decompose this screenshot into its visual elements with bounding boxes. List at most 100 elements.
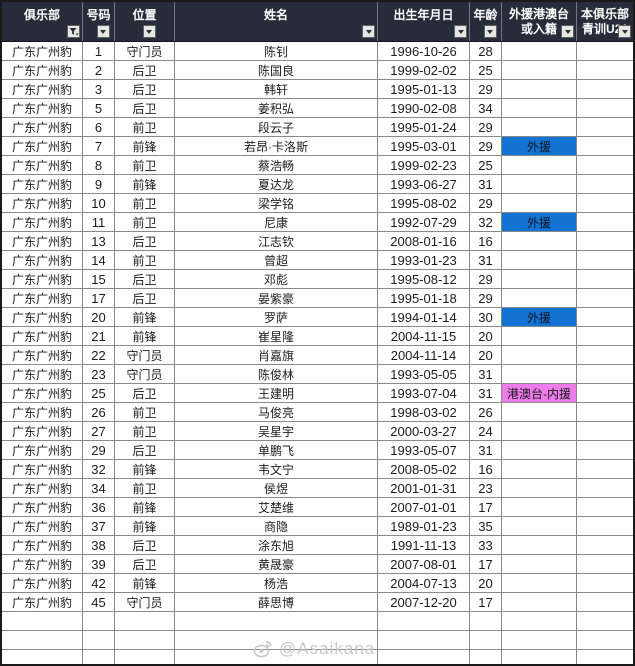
cell-foreign[interactable] bbox=[502, 80, 577, 99]
cell-name[interactable]: 王建明 bbox=[175, 384, 378, 403]
cell-name[interactable]: 尼康 bbox=[175, 213, 378, 232]
cell-name[interactable]: 薛思博 bbox=[175, 593, 378, 612]
cell-youth[interactable] bbox=[577, 384, 633, 403]
cell-position[interactable]: 前锋 bbox=[115, 175, 175, 194]
cell-name[interactable] bbox=[175, 631, 378, 650]
cell-club[interactable]: 广东广州豹 bbox=[2, 308, 83, 327]
cell-birthdate[interactable]: 2004-07-13 bbox=[378, 574, 470, 593]
cell-youth[interactable] bbox=[577, 327, 633, 346]
cell-club[interactable] bbox=[2, 650, 83, 664]
cell-age[interactable]: 29 bbox=[470, 194, 502, 213]
cell-name[interactable]: 若昂·卡洛斯 bbox=[175, 137, 378, 156]
cell-position[interactable]: 前卫 bbox=[115, 251, 175, 270]
cell-name[interactable]: 蔡浩畅 bbox=[175, 156, 378, 175]
cell-position[interactable]: 后卫 bbox=[115, 99, 175, 118]
cell-youth[interactable] bbox=[577, 403, 633, 422]
cell-age[interactable]: 31 bbox=[470, 175, 502, 194]
cell-foreign[interactable] bbox=[502, 327, 577, 346]
cell-birthdate[interactable]: 1999-02-02 bbox=[378, 61, 470, 80]
cell-youth[interactable] bbox=[577, 346, 633, 365]
cell-age[interactable]: 20 bbox=[470, 574, 502, 593]
cell-youth[interactable] bbox=[577, 61, 633, 80]
cell-birthdate[interactable]: 2001-01-31 bbox=[378, 479, 470, 498]
cell-club[interactable]: 广东广州豹 bbox=[2, 384, 83, 403]
cell-foreign[interactable] bbox=[502, 289, 577, 308]
cell-age[interactable]: 31 bbox=[470, 365, 502, 384]
cell-foreign[interactable] bbox=[502, 61, 577, 80]
cell-number[interactable]: 34 bbox=[83, 479, 115, 498]
cell-youth[interactable] bbox=[577, 156, 633, 175]
cell-age[interactable] bbox=[470, 650, 502, 664]
cell-name[interactable]: 夏达龙 bbox=[175, 175, 378, 194]
cell-youth[interactable] bbox=[577, 99, 633, 118]
cell-number[interactable]: 8 bbox=[83, 156, 115, 175]
cell-youth[interactable] bbox=[577, 574, 633, 593]
cell-name[interactable]: 邓彪 bbox=[175, 270, 378, 289]
cell-position[interactable]: 后卫 bbox=[115, 441, 175, 460]
cell-name[interactable]: 单鹏飞 bbox=[175, 441, 378, 460]
cell-position[interactable]: 前锋 bbox=[115, 137, 175, 156]
cell-foreign[interactable] bbox=[502, 251, 577, 270]
cell-number[interactable]: 14 bbox=[83, 251, 115, 270]
cell-number[interactable]: 36 bbox=[83, 498, 115, 517]
cell-number[interactable]: 2 bbox=[83, 61, 115, 80]
cell-club[interactable]: 广东广州豹 bbox=[2, 460, 83, 479]
cell-youth[interactable] bbox=[577, 289, 633, 308]
cell-club[interactable]: 广东广州豹 bbox=[2, 422, 83, 441]
cell-foreign[interactable] bbox=[502, 270, 577, 289]
cell-club[interactable]: 广东广州豹 bbox=[2, 574, 83, 593]
cell-position[interactable]: 后卫 bbox=[115, 384, 175, 403]
cell-birthdate[interactable]: 1990-02-08 bbox=[378, 99, 470, 118]
cell-name[interactable]: 商隐 bbox=[175, 517, 378, 536]
cell-youth[interactable] bbox=[577, 270, 633, 289]
cell-name[interactable]: 陈俊林 bbox=[175, 365, 378, 384]
cell-foreign-tag[interactable]: 外援 bbox=[502, 308, 577, 327]
cell-foreign-tag[interactable]: 外援 bbox=[502, 137, 577, 156]
cell-name[interactable]: 曾超 bbox=[175, 251, 378, 270]
cell-club[interactable]: 广东广州豹 bbox=[2, 498, 83, 517]
cell-birthdate[interactable]: 1995-03-01 bbox=[378, 137, 470, 156]
cell-name[interactable]: 艾楚维 bbox=[175, 498, 378, 517]
cell-youth[interactable] bbox=[577, 650, 633, 664]
cell-position[interactable] bbox=[115, 650, 175, 664]
cell-name[interactable]: 肖嘉旗 bbox=[175, 346, 378, 365]
cell-youth[interactable] bbox=[577, 441, 633, 460]
cell-position[interactable]: 守门员 bbox=[115, 346, 175, 365]
cell-club[interactable]: 广东广州豹 bbox=[2, 137, 83, 156]
cell-name[interactable]: 韩轩 bbox=[175, 80, 378, 99]
cell-birthdate[interactable]: 1995-01-24 bbox=[378, 118, 470, 137]
cell-youth[interactable] bbox=[577, 175, 633, 194]
cell-birthdate[interactable]: 1994-01-14 bbox=[378, 308, 470, 327]
cell-foreign[interactable] bbox=[502, 365, 577, 384]
cell-club[interactable]: 广东广州豹 bbox=[2, 118, 83, 137]
cell-birthdate[interactable]: 1995-08-02 bbox=[378, 194, 470, 213]
cell-birthdate[interactable]: 2008-01-16 bbox=[378, 232, 470, 251]
cell-foreign[interactable] bbox=[502, 194, 577, 213]
cell-position[interactable]: 后卫 bbox=[115, 289, 175, 308]
cell-age[interactable]: 34 bbox=[470, 99, 502, 118]
cell-foreign[interactable] bbox=[502, 536, 577, 555]
cell-age[interactable]: 29 bbox=[470, 80, 502, 99]
cell-number[interactable]: 7 bbox=[83, 137, 115, 156]
cell-age[interactable]: 35 bbox=[470, 517, 502, 536]
cell-birthdate[interactable]: 1999-02-23 bbox=[378, 156, 470, 175]
cell-club[interactable]: 广东广州豹 bbox=[2, 42, 83, 61]
cell-age[interactable]: 20 bbox=[470, 327, 502, 346]
cell-position[interactable]: 前卫 bbox=[115, 422, 175, 441]
cell-name[interactable]: 晏紫豪 bbox=[175, 289, 378, 308]
cell-number[interactable]: 1 bbox=[83, 42, 115, 61]
cell-position[interactable]: 前卫 bbox=[115, 479, 175, 498]
cell-name[interactable]: 韦文宁 bbox=[175, 460, 378, 479]
cell-youth[interactable] bbox=[577, 612, 633, 631]
cell-foreign[interactable] bbox=[502, 422, 577, 441]
cell-position[interactable] bbox=[115, 631, 175, 650]
cell-position[interactable]: 前卫 bbox=[115, 403, 175, 422]
cell-youth[interactable] bbox=[577, 232, 633, 251]
cell-youth[interactable] bbox=[577, 631, 633, 650]
cell-foreign[interactable] bbox=[502, 441, 577, 460]
cell-age[interactable]: 24 bbox=[470, 422, 502, 441]
cell-youth[interactable] bbox=[577, 137, 633, 156]
cell-name[interactable]: 段云子 bbox=[175, 118, 378, 137]
cell-youth[interactable] bbox=[577, 251, 633, 270]
cell-age[interactable]: 25 bbox=[470, 156, 502, 175]
